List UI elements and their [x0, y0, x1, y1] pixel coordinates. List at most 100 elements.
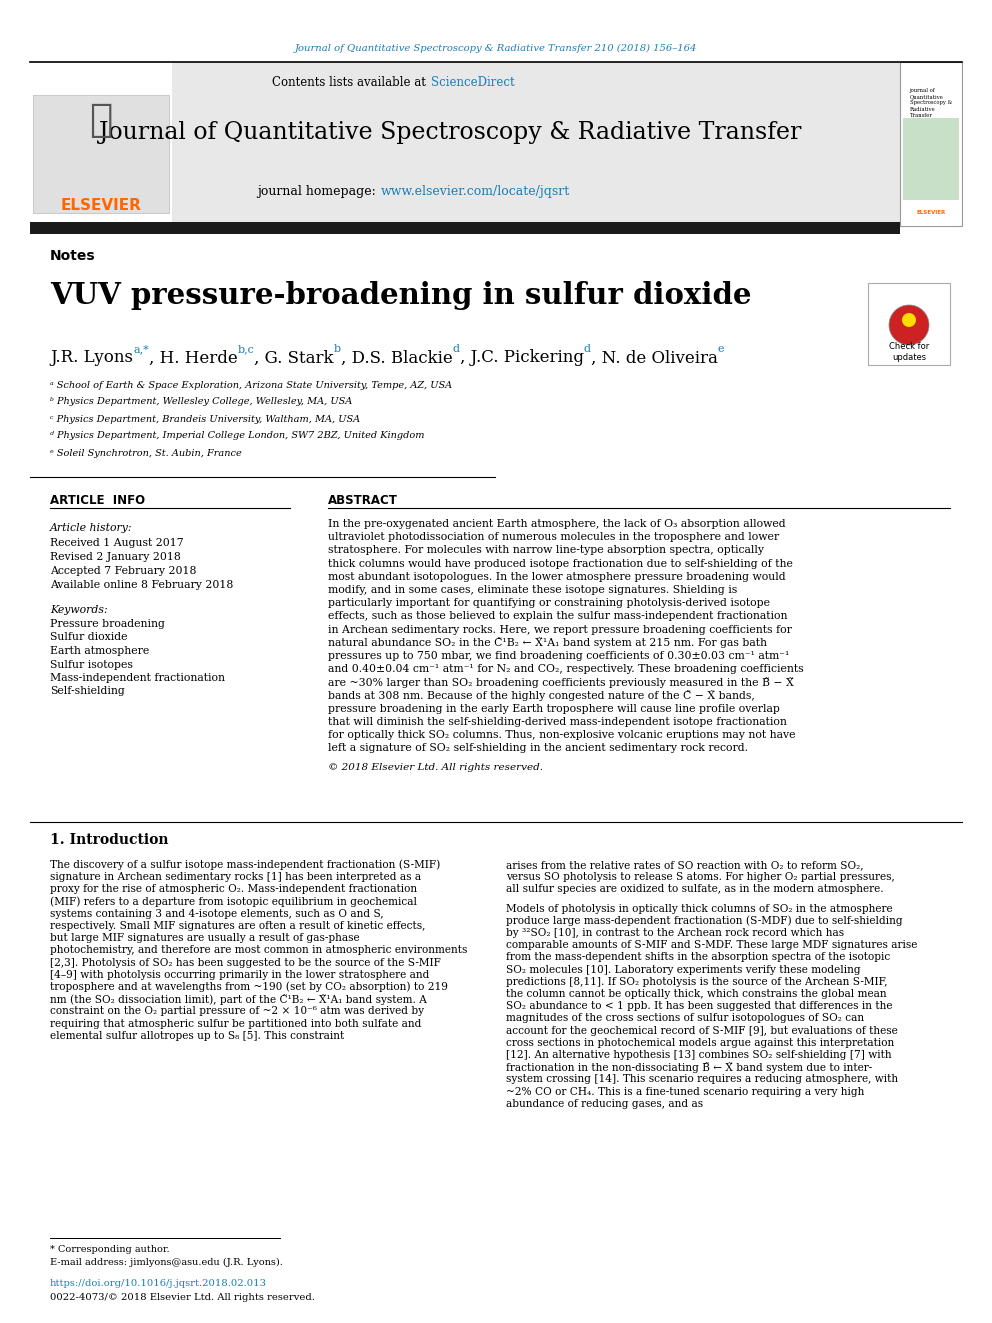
Text: but large MIF signatures are usually a result of gas-phase: but large MIF signatures are usually a r…: [50, 933, 360, 943]
Text: predictions [8,11]. If SO₂ photolysis is the source of the Archean S-MIF,: predictions [8,11]. If SO₂ photolysis is…: [506, 976, 888, 987]
Text: Pressure broadening: Pressure broadening: [50, 619, 165, 628]
Circle shape: [889, 306, 929, 345]
Text: ᵃ School of Earth & Space Exploration, Arizona State University, Tempe, AZ, USA: ᵃ School of Earth & Space Exploration, A…: [50, 381, 452, 389]
Text: ScienceDirect: ScienceDirect: [431, 75, 515, 89]
Text: in Archean sedimentary rocks. Here, we report pressure broadening coefficients f: in Archean sedimentary rocks. Here, we r…: [328, 624, 792, 635]
Text: [12]. An alternative hypothesis [13] combines SO₂ self-shielding [7] with: [12]. An alternative hypothesis [13] com…: [506, 1050, 892, 1060]
Text: that will diminish the self-shielding-derived mass-independent isotope fractiona: that will diminish the self-shielding-de…: [328, 717, 787, 728]
Circle shape: [902, 314, 916, 327]
Text: , D.S. Blackie: , D.S. Blackie: [341, 349, 452, 366]
Text: 🌳: 🌳: [89, 101, 113, 139]
Text: VUV pressure-broadening in sulfur dioxide: VUV pressure-broadening in sulfur dioxid…: [50, 280, 752, 310]
Text: most abundant isotopologues. In the lower atmosphere pressure broadening would: most abundant isotopologues. In the lowe…: [328, 572, 786, 582]
Text: journal homepage:: journal homepage:: [257, 185, 380, 198]
Text: SO₂ molecules [10]. Laboratory experiments verify these modeling: SO₂ molecules [10]. Laboratory experimen…: [506, 964, 861, 975]
Text: Received 1 August 2017: Received 1 August 2017: [50, 538, 184, 548]
Text: bands at 308 nm. Because of the highly congested nature of the C̃ − X̃ bands,: bands at 308 nm. Because of the highly c…: [328, 691, 755, 701]
Text: systems containing 3 and 4-isotope elements, such as O and S,: systems containing 3 and 4-isotope eleme…: [50, 909, 384, 918]
Text: photochemistry, and therefore are most common in atmospheric environments: photochemistry, and therefore are most c…: [50, 946, 467, 955]
Text: system crossing [14]. This scenario requires a reducing atmosphere, with: system crossing [14]. This scenario requ…: [506, 1074, 898, 1085]
Text: , H. Herde: , H. Herde: [149, 349, 237, 366]
Text: modify, and in some cases, eliminate these isotope signatures. Shielding is: modify, and in some cases, eliminate the…: [328, 585, 737, 595]
Text: account for the geochemical record of S-MIF [9], but evaluations of these: account for the geochemical record of S-…: [506, 1025, 898, 1036]
Text: E-mail address: jimlyons@asu.edu (J.R. Lyons).: E-mail address: jimlyons@asu.edu (J.R. L…: [50, 1257, 283, 1266]
Bar: [868, 283, 950, 365]
Text: [2,3]. Photolysis of SO₂ has been suggested to be the source of the S-MIF: [2,3]. Photolysis of SO₂ has been sugges…: [50, 958, 440, 967]
Text: J.R. Lyons: J.R. Lyons: [50, 349, 133, 366]
Text: b,c: b,c: [237, 344, 254, 355]
Text: pressure broadening in the early Earth troposphere will cause line profile overl: pressure broadening in the early Earth t…: [328, 704, 780, 714]
Bar: [903, 200, 959, 226]
Text: d: d: [452, 344, 459, 355]
Text: versus SO photolysis to release S atoms. For higher O₂ partial pressures,: versus SO photolysis to release S atoms.…: [506, 872, 895, 882]
Text: , N. de Oliveira: , N. de Oliveira: [591, 349, 717, 366]
Text: cross sections in photochemical models argue against this interpretation: cross sections in photochemical models a…: [506, 1037, 894, 1048]
Text: Sulfur dioxide: Sulfur dioxide: [50, 632, 128, 643]
Bar: [30, 62, 172, 222]
Text: nm (the SO₂ dissociation limit), part of the C̃¹B₂ ← X̃¹A₁ band system. A: nm (the SO₂ dissociation limit), part of…: [50, 994, 427, 1004]
Text: Mass-independent fractionation: Mass-independent fractionation: [50, 673, 225, 683]
Text: all sulfur species are oxidized to sulfate, as in the modern atmosphere.: all sulfur species are oxidized to sulfa…: [506, 884, 884, 894]
Text: requiring that atmospheric sulfur be partitioned into both sulfate and: requiring that atmospheric sulfur be par…: [50, 1019, 422, 1028]
Text: Models of photolysis in optically thick columns of SO₂ in the atmosphere: Models of photolysis in optically thick …: [506, 904, 893, 914]
Text: arises from the relative rates of SO reaction with O₂ to reform SO₂,: arises from the relative rates of SO rea…: [506, 860, 863, 871]
Text: comparable amounts of S-MIF and S-MDF. These large MDF signatures arise: comparable amounts of S-MIF and S-MDF. T…: [506, 941, 918, 950]
Text: Journal of Quantitative Spectroscopy & Radiative Transfer 210 (2018) 156–164: Journal of Quantitative Spectroscopy & R…: [295, 44, 697, 53]
Text: Article history:: Article history:: [50, 523, 133, 533]
Text: ultraviolet photodissociation of numerous molecules in the troposphere and lower: ultraviolet photodissociation of numerou…: [328, 532, 779, 542]
Text: troposphere and at wavelengths from ~190 (set by CO₂ absorption) to 219: troposphere and at wavelengths from ~190…: [50, 982, 447, 992]
Text: pressures up to 750 mbar, we find broadening coefficients of 0.30±0.03 cm⁻¹ atm⁻: pressures up to 750 mbar, we find broade…: [328, 651, 790, 662]
Text: Earth atmosphere: Earth atmosphere: [50, 646, 149, 656]
Text: In the pre-oxygenated ancient Earth atmosphere, the lack of O₃ absorption allowe: In the pre-oxygenated ancient Earth atmo…: [328, 519, 786, 529]
Text: the column cannot be optically thick, which constrains the global mean: the column cannot be optically thick, wh…: [506, 990, 887, 999]
Text: Keywords:: Keywords:: [50, 605, 107, 615]
Text: , J.C. Pickering: , J.C. Pickering: [459, 349, 583, 366]
Text: e: e: [717, 344, 724, 355]
Text: from the mass-dependent shifts in the absorption spectra of the isotopic: from the mass-dependent shifts in the ab…: [506, 953, 890, 962]
Text: Revised 2 January 2018: Revised 2 January 2018: [50, 552, 181, 562]
Text: effects, such as those believed to explain the sulfur mass-independent fractiona: effects, such as those believed to expla…: [328, 611, 788, 622]
Text: ᶜ Physics Department, Brandeis University, Waltham, MA, USA: ᶜ Physics Department, Brandeis Universit…: [50, 414, 360, 423]
Text: https://doi.org/10.1016/j.jqsrt.2018.02.013: https://doi.org/10.1016/j.jqsrt.2018.02.…: [50, 1279, 267, 1289]
Text: ~2% CO or CH₄. This is a fine-tuned scenario requiring a very high: ~2% CO or CH₄. This is a fine-tuned scen…: [506, 1086, 864, 1097]
Text: elemental sulfur allotropes up to S₈ [5]. This constraint: elemental sulfur allotropes up to S₈ [5]…: [50, 1031, 344, 1041]
Text: © 2018 Elsevier Ltd. All rights reserved.: © 2018 Elsevier Ltd. All rights reserved…: [328, 763, 543, 773]
Text: Check for
updates: Check for updates: [889, 343, 930, 361]
Text: SO₂ abundance to < 1 ppb. It has been suggested that differences in the: SO₂ abundance to < 1 ppb. It has been su…: [506, 1002, 893, 1011]
Text: left a signature of SO₂ self-shielding in the ancient sedimentary rock record.: left a signature of SO₂ self-shielding i…: [328, 744, 748, 753]
Text: d: d: [583, 344, 591, 355]
Text: stratosphere. For molecules with narrow line-type absorption spectra, optically: stratosphere. For molecules with narrow …: [328, 545, 764, 556]
Text: ᵇ Physics Department, Wellesley College, Wellesley, MA, USA: ᵇ Physics Department, Wellesley College,…: [50, 397, 352, 406]
Bar: [30, 222, 900, 234]
Text: fractionation in the non-dissociating B̃ ← X̃ band system due to inter-: fractionation in the non-dissociating B̃…: [506, 1062, 872, 1073]
Text: Contents lists available at: Contents lists available at: [273, 75, 430, 89]
Text: for optically thick SO₂ columns. Thus, non-explosive volcanic eruptions may not : for optically thick SO₂ columns. Thus, n…: [328, 730, 796, 740]
Text: ELSEVIER: ELSEVIER: [61, 197, 142, 213]
Text: ABSTRACT: ABSTRACT: [328, 493, 398, 507]
Text: ᵉ Soleil Synchrotron, St. Aubin, France: ᵉ Soleil Synchrotron, St. Aubin, France: [50, 448, 242, 458]
Text: and 0.40±0.04 cm⁻¹ atm⁻¹ for N₂ and CO₂, respectively. These broadening coeffici: and 0.40±0.04 cm⁻¹ atm⁻¹ for N₂ and CO₂,…: [328, 664, 804, 675]
Text: , G. Stark: , G. Stark: [254, 349, 334, 366]
Text: ARTICLE  INFO: ARTICLE INFO: [50, 493, 145, 507]
Text: [4–9] with photolysis occurring primarily in the lower stratosphere and: [4–9] with photolysis occurring primaril…: [50, 970, 430, 980]
Text: by ³²SO₂ [10], in contrast to the Archean rock record which has: by ³²SO₂ [10], in contrast to the Archea…: [506, 927, 844, 938]
Text: Self-shielding: Self-shielding: [50, 687, 125, 696]
Bar: [33, 95, 169, 213]
Text: signature in Archean sedimentary rocks [1] has been interpreted as a: signature in Archean sedimentary rocks […: [50, 872, 422, 882]
Text: Notes: Notes: [50, 249, 95, 263]
Bar: [900, 62, 962, 226]
Text: ᵈ Physics Department, Imperial College London, SW7 2BZ, United Kingdom: ᵈ Physics Department, Imperial College L…: [50, 431, 425, 441]
Text: Sulfur isotopes: Sulfur isotopes: [50, 659, 133, 669]
Text: magnitudes of the cross sections of sulfur isotopologues of SO₂ can: magnitudes of the cross sections of sulf…: [506, 1013, 864, 1024]
Text: Journal of Quantitative Spectroscopy & Radiative Transfer: Journal of Quantitative Spectroscopy & R…: [99, 120, 802, 143]
Text: produce large mass-dependent fractionation (S-MDF) due to self-shielding: produce large mass-dependent fractionati…: [506, 916, 903, 926]
Text: 0022-4073/© 2018 Elsevier Ltd. All rights reserved.: 0022-4073/© 2018 Elsevier Ltd. All right…: [50, 1294, 314, 1303]
Text: are ~30% larger than SO₂ broadening coefficients previously measured in the B̃ −: are ~30% larger than SO₂ broadening coef…: [328, 677, 794, 688]
Bar: [903, 118, 959, 200]
Text: Accepted 7 February 2018: Accepted 7 February 2018: [50, 566, 196, 576]
Text: a,*: a,*: [133, 344, 149, 355]
Text: respectively. Small MIF signatures are often a result of kinetic effects,: respectively. Small MIF signatures are o…: [50, 921, 426, 931]
Text: * Corresponding author.: * Corresponding author.: [50, 1245, 170, 1253]
Text: particularly important for quantifying or constraining photolysis-derived isotop: particularly important for quantifying o…: [328, 598, 770, 609]
Text: proxy for the rise of atmospheric O₂. Mass-independent fractionation: proxy for the rise of atmospheric O₂. Ma…: [50, 884, 417, 894]
